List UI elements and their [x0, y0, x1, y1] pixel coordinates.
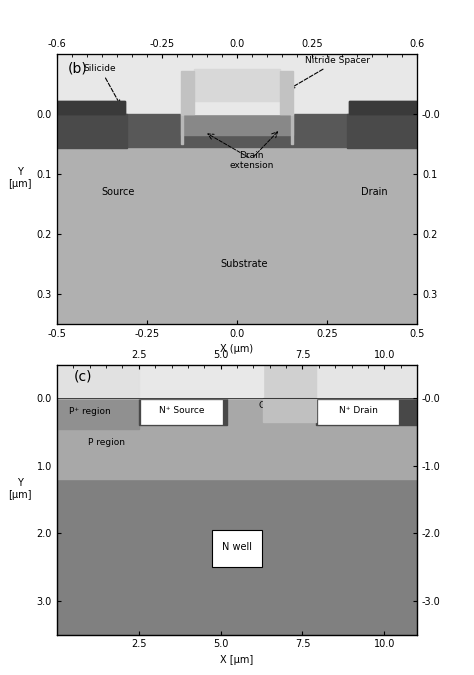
Text: N⁺ Drain: N⁺ Drain [342, 406, 381, 415]
FancyBboxPatch shape [141, 400, 222, 424]
Bar [349, 101, 417, 114]
Bar [194, 69, 280, 101]
Bar [347, 114, 417, 148]
Bar [291, 114, 293, 144]
Bar [181, 71, 194, 114]
Bar [57, 114, 417, 147]
Text: Gate: Gate [225, 80, 249, 90]
FancyBboxPatch shape [318, 400, 399, 424]
Text: (b): (b) [68, 62, 87, 76]
Bar [263, 364, 316, 398]
Bar [139, 364, 263, 398]
Bar [280, 71, 293, 114]
Bar [57, 101, 125, 114]
Text: Gate: Gate [259, 400, 281, 410]
Bar [349, 101, 417, 114]
Text: Source: Source [101, 187, 135, 197]
X-axis label: X (µm): X (µm) [220, 344, 254, 354]
Y-axis label: Y
[µm]: Y [µm] [8, 478, 32, 500]
Text: (c): (c) [73, 370, 92, 383]
Bar [57, 54, 417, 114]
Text: P region: P region [88, 437, 125, 447]
Bar [181, 114, 183, 144]
Bar [263, 398, 316, 422]
Text: N⁺ Source: N⁺ Source [159, 406, 204, 415]
Bar [57, 398, 139, 429]
Bar [181, 101, 293, 114]
Bar [57, 398, 417, 479]
Text: N well: N well [222, 542, 252, 551]
Text: Nitride Spacer: Nitride Spacer [291, 56, 370, 88]
Bar [316, 364, 417, 398]
Text: Drain: Drain [361, 187, 387, 197]
Text: N⁺ Drain: N⁺ Drain [339, 406, 378, 415]
Text: N⁺ Source: N⁺ Source [159, 406, 204, 415]
Bar [57, 364, 139, 398]
Text: Drain
extension: Drain extension [229, 151, 273, 171]
Bar [181, 114, 293, 135]
Text: Thick oxide: Thick oxide [103, 381, 155, 391]
Text: Substrate: Substrate [220, 259, 268, 269]
FancyBboxPatch shape [212, 530, 262, 567]
Text: N well: N well [222, 542, 252, 551]
Bar [57, 114, 127, 148]
Bar [57, 364, 139, 398]
Y-axis label: Y
[µm]: Y [µm] [8, 167, 32, 189]
Bar [139, 398, 227, 425]
Text: P⁺ region: P⁺ region [69, 407, 110, 416]
Bar [57, 479, 417, 634]
Bar [316, 398, 417, 425]
Bar [57, 101, 125, 114]
Text: Thick oxide: Thick oxide [332, 381, 384, 391]
X-axis label: X [µm]: X [µm] [220, 655, 254, 665]
Bar [57, 114, 417, 324]
Text: Silicide: Silicide [84, 64, 120, 104]
